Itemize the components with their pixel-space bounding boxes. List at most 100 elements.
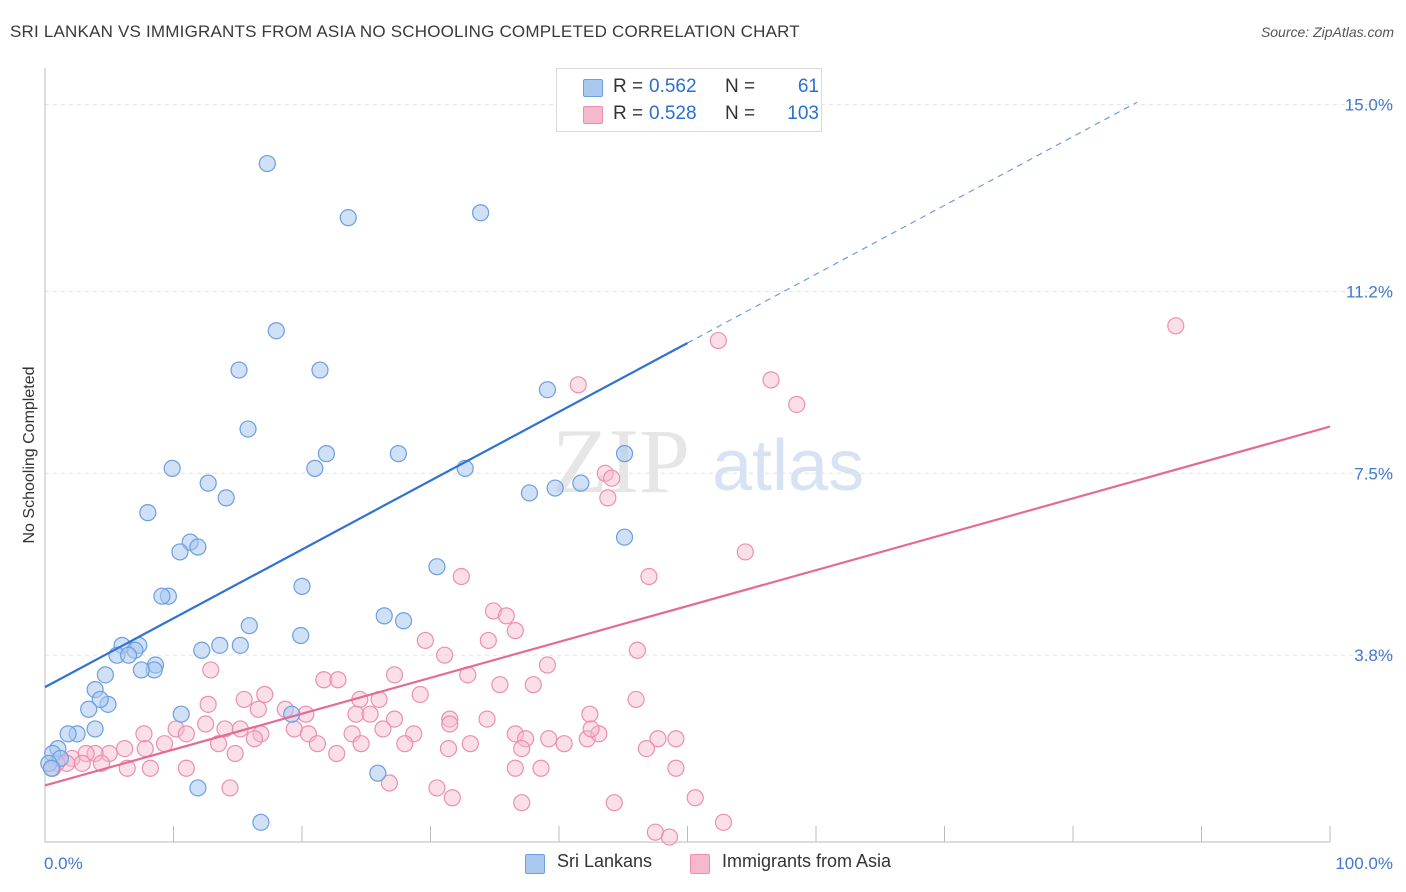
- chart-title: SRI LANKAN VS IMMIGRANTS FROM ASIA NO SC…: [10, 22, 800, 41]
- data-point-immigrants-from-asia: [524, 676, 542, 694]
- stats-swatch-blue: [583, 79, 603, 97]
- data-point-immigrants-from-asia: [532, 759, 550, 777]
- data-point-immigrants-from-asia: [86, 744, 104, 763]
- data-point-immigrants-from-asia: [686, 789, 704, 807]
- data-point-sri-lankans: [428, 558, 446, 576]
- data-point-sri-lankans: [339, 209, 357, 227]
- data-point-immigrants-from-asia: [77, 744, 95, 763]
- data-point-immigrants-from-asia: [308, 735, 327, 753]
- data-point-immigrants-from-asia: [538, 656, 557, 674]
- data-point-sri-lankans: [375, 607, 393, 625]
- data-point-immigrants-from-asia: [491, 676, 509, 694]
- n-label: N =: [725, 103, 756, 124]
- data-point-immigrants-from-asia: [411, 685, 429, 704]
- data-point-immigrants-from-asia: [788, 395, 806, 414]
- data-point-sri-lankans: [240, 617, 258, 635]
- data-point-immigrants-from-asia: [506, 725, 524, 743]
- r-label: R =: [613, 103, 644, 124]
- x-tick-label: 100.0%: [1335, 854, 1393, 873]
- r-label: R =: [613, 76, 644, 97]
- data-point-sri-lankans: [369, 764, 387, 782]
- x-tick-label: 0.0%: [44, 854, 83, 873]
- data-point-immigrants-from-asia: [352, 735, 370, 753]
- stats-swatch-pink: [583, 106, 603, 124]
- data-point-immigrants-from-asia: [484, 602, 503, 620]
- data-point-immigrants-from-asia: [569, 376, 587, 394]
- n-value: 103: [787, 103, 819, 124]
- data-point-sri-lankans: [153, 587, 171, 605]
- data-point-sri-lankans: [546, 479, 564, 497]
- data-point-sri-lankans: [292, 626, 310, 645]
- legend-label: Immigrants from Asia: [722, 851, 892, 871]
- data-point-sri-lankans: [211, 636, 229, 654]
- data-point-sri-lankans: [306, 459, 324, 477]
- data-point-sri-lankans: [163, 459, 181, 477]
- data-point-immigrants-from-asia: [380, 774, 398, 792]
- data-point-sri-lankans: [258, 154, 276, 173]
- data-point-sri-lankans: [59, 725, 77, 743]
- series-immigrants-from-asia: [44, 317, 1185, 846]
- data-point-immigrants-from-asia: [216, 720, 234, 738]
- data-point-sri-lankans: [199, 474, 217, 492]
- data-point-sri-lankans: [132, 661, 150, 679]
- data-point-immigrants-from-asia: [582, 720, 600, 738]
- data-point-immigrants-from-asia: [135, 725, 153, 743]
- data-point-sri-lankans: [91, 690, 109, 709]
- trend-line-immigrants-from-asia: [44, 425, 1331, 787]
- data-point-immigrants-from-asia: [396, 735, 414, 753]
- data-point-sri-lankans: [389, 445, 407, 463]
- data-point-sri-lankans: [86, 720, 104, 738]
- data-point-immigrants-from-asia: [603, 469, 621, 487]
- axes: [44, 68, 1331, 843]
- n-label: N =: [725, 76, 756, 97]
- data-point-immigrants-from-asia: [443, 789, 461, 807]
- data-point-immigrants-from-asia: [540, 730, 558, 748]
- trend-line-sri-lankans: [44, 342, 689, 689]
- watermark: ZIP atlas: [552, 410, 864, 512]
- data-point-sri-lankans: [520, 484, 539, 502]
- data-point-sri-lankans: [394, 612, 413, 630]
- data-point-immigrants-from-asia: [506, 759, 524, 777]
- data-point-immigrants-from-asia: [177, 759, 195, 777]
- data-point-sri-lankans: [42, 759, 61, 777]
- data-point-immigrants-from-asia: [361, 705, 379, 723]
- r-value: 0.528: [649, 103, 697, 124]
- data-point-immigrants-from-asia: [497, 607, 515, 625]
- data-point-immigrants-from-asia: [637, 739, 655, 758]
- grid-lines: [45, 104, 1395, 656]
- data-point-immigrants-from-asia: [555, 735, 573, 753]
- data-point-immigrants-from-asia: [141, 759, 159, 777]
- data-point-sri-lankans: [293, 577, 311, 595]
- data-point-immigrants-from-asia: [209, 735, 228, 753]
- data-point-immigrants-from-asia: [329, 671, 347, 689]
- data-point-immigrants-from-asia: [416, 631, 434, 650]
- data-point-immigrants-from-asia: [92, 754, 111, 772]
- correlation-stats-box: R = 0.562 N = 61 R = 0.528 N = 103: [556, 68, 822, 132]
- data-point-immigrants-from-asia: [452, 567, 470, 586]
- data-point-immigrants-from-asia: [1167, 317, 1185, 335]
- data-point-sri-lankans: [119, 646, 138, 664]
- r-value: 0.562: [649, 76, 697, 97]
- data-point-immigrants-from-asia: [605, 794, 623, 812]
- data-point-immigrants-from-asia: [599, 489, 617, 507]
- data-point-immigrants-from-asia: [627, 690, 645, 709]
- data-point-immigrants-from-asia: [439, 739, 458, 758]
- data-point-immigrants-from-asia: [347, 705, 365, 723]
- y-tick-label: 15.0%: [1345, 96, 1393, 115]
- data-point-sri-lankans: [139, 504, 157, 522]
- data-point-sri-lankans: [189, 779, 207, 797]
- data-point-immigrants-from-asia: [441, 715, 459, 733]
- data-point-sri-lankans: [615, 528, 634, 546]
- data-point-immigrants-from-asia: [177, 725, 195, 743]
- data-point-immigrants-from-asia: [762, 371, 780, 389]
- data-point-sri-lankans: [231, 636, 249, 654]
- data-point-sri-lankans: [171, 543, 189, 561]
- data-point-sri-lankans: [189, 538, 207, 556]
- data-point-immigrants-from-asia: [245, 730, 264, 748]
- data-point-immigrants-from-asia: [660, 828, 679, 846]
- data-point-sri-lankans: [230, 361, 248, 379]
- data-point-sri-lankans: [80, 700, 98, 718]
- data-point-sri-lankans: [252, 813, 270, 831]
- data-point-immigrants-from-asia: [478, 710, 496, 728]
